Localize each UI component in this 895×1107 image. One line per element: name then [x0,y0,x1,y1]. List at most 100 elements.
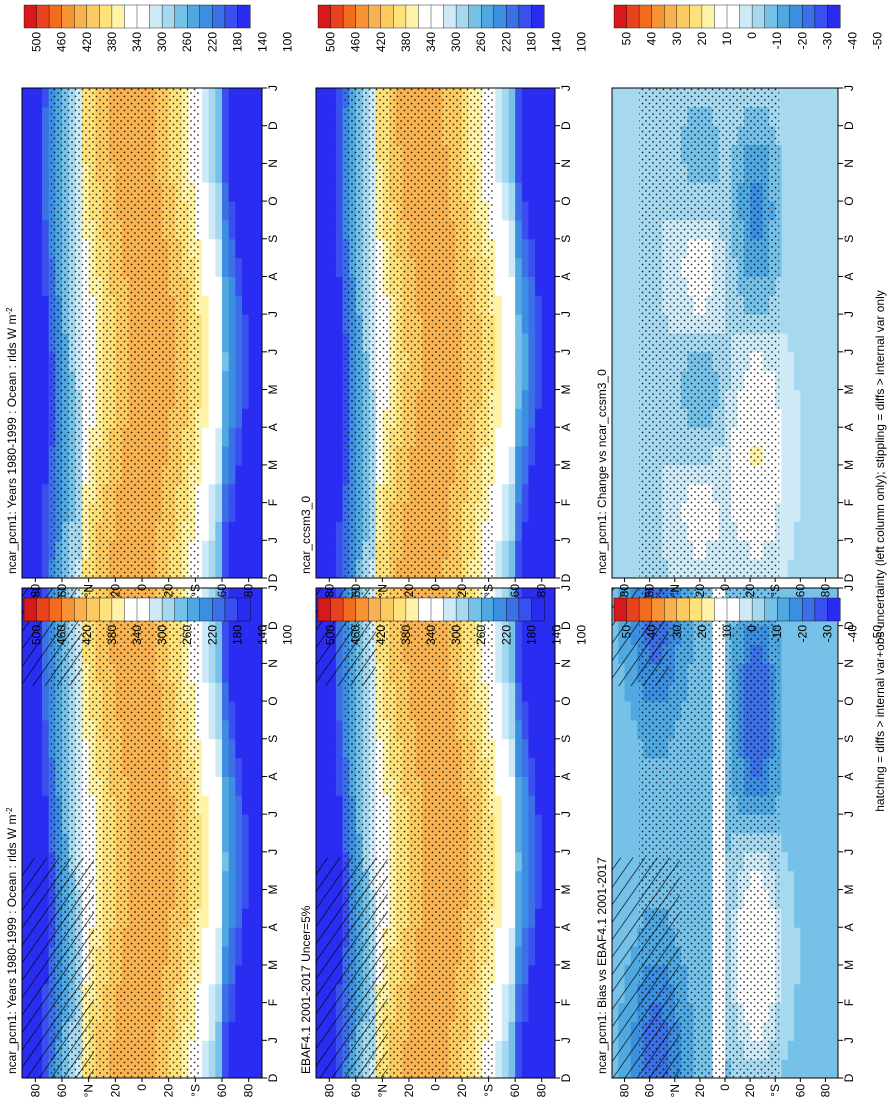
heatmap-cell [222,352,229,371]
colorbar-swatch [137,598,150,621]
heatmap-cell [618,776,625,795]
heatmap-cell [329,427,336,446]
heatmap-cell [255,352,262,371]
heatmap-cell [502,1021,509,1040]
y-tick-label: 20 [402,1084,416,1098]
heatmap-cell [42,352,49,371]
heatmap-cell [548,758,555,777]
heatmap-cell [807,663,814,682]
heatmap-cell [235,1040,242,1059]
heatmap-cell [242,503,249,522]
heatmap-cell [548,371,555,390]
heatmap-cell [522,833,529,852]
heatmap-cell [215,720,222,739]
heatmap-cell [535,408,542,427]
heatmap-cell [800,871,807,890]
heatmap-cell [249,295,256,314]
heatmap-cell [509,220,516,239]
colorbar-swatch [187,598,200,621]
heatmap-cell [535,559,542,578]
colorbar-label: 180 [230,625,244,645]
heatmap-cell [528,276,535,295]
heatmap-cell [782,645,789,664]
heatmap-cell [323,758,330,777]
heatmap-cell [222,559,229,578]
heatmap-cell [42,201,49,220]
heatmap-cell [548,408,555,427]
heatmap-cell [535,371,542,390]
heatmap-cell [528,427,535,446]
heatmap-cell [242,984,249,1003]
heatmap-cell [42,521,49,540]
heatmap-cell [515,220,522,239]
heatmap-cell [528,258,535,277]
heatmap-cell [235,107,242,126]
heatmap-cell [215,1021,222,1040]
y-tick-label: 80 [322,584,336,598]
colorbar-label: 260 [180,625,194,645]
heatmap-cell [819,965,826,984]
heatmap-cell [825,984,832,1003]
x-tick-label: M [559,385,573,395]
heatmap-cell [255,276,262,295]
heatmap-cell [542,371,549,390]
heatmap-cell [522,145,529,164]
heatmap-cell [515,559,522,578]
heatmap-cell [542,1021,549,1040]
heatmap-cell [323,314,330,333]
colorbar-swatch [162,598,175,621]
heatmap-cell [29,833,36,852]
heatmap-cell [542,107,549,126]
heatmap-cell [202,239,209,258]
heatmap-cell [22,220,29,239]
x-tick-label: J [559,1037,573,1043]
heatmap-cell [323,427,330,446]
heatmap-cell [495,1021,502,1040]
heatmap-cell [788,814,795,833]
heatmap-cell [522,88,529,107]
heatmap-cell [229,776,236,795]
heatmap-cell [235,776,242,795]
heatmap-cell [825,814,832,833]
heatmap-cell [502,852,509,871]
heatmap-cell [255,107,262,126]
heatmap-cell [229,465,236,484]
heatmap-cell [515,1003,522,1022]
heatmap-cell [515,540,522,559]
heatmap-cell [832,852,839,871]
heatmap-cell [509,908,516,927]
heatmap-cell [819,1040,826,1059]
colorbar-swatch [318,598,331,621]
colorbar-label: 180 [524,625,538,645]
heatmap-cell [249,739,256,758]
heatmap-cell [794,984,801,1003]
heatmap-cell [825,927,832,946]
heatmap-cell [316,333,323,352]
heatmap-cell [249,852,256,871]
heatmap-cell [535,758,542,777]
heatmap-cell [788,965,795,984]
colorbar-swatch [99,5,112,28]
heatmap-cell [522,371,529,390]
colorbar-label: 420 [374,32,388,52]
heatmap-cell [502,390,509,409]
heatmap-cell [509,776,516,795]
heatmap-cell [229,390,236,409]
heatmap-cell [813,645,820,664]
heatmap-cell [235,503,242,522]
heatmap-cell [535,908,542,927]
heatmap-cell [323,465,330,484]
colorbar-swatch [456,5,469,28]
heatmap-cell [35,126,42,145]
heatmap-cell [528,795,535,814]
heatmap-cell [502,182,509,201]
heatmap-cell [336,833,343,852]
heatmap-cell [242,890,249,909]
colorbar-label: 220 [499,625,513,645]
heatmap-cell [522,1003,529,1022]
heatmap-cell [502,1059,509,1078]
heatmap-cell [625,720,632,739]
heatmap-cell [548,1040,555,1059]
heatmap-cell [535,946,542,965]
heatmap-cell [255,333,262,352]
